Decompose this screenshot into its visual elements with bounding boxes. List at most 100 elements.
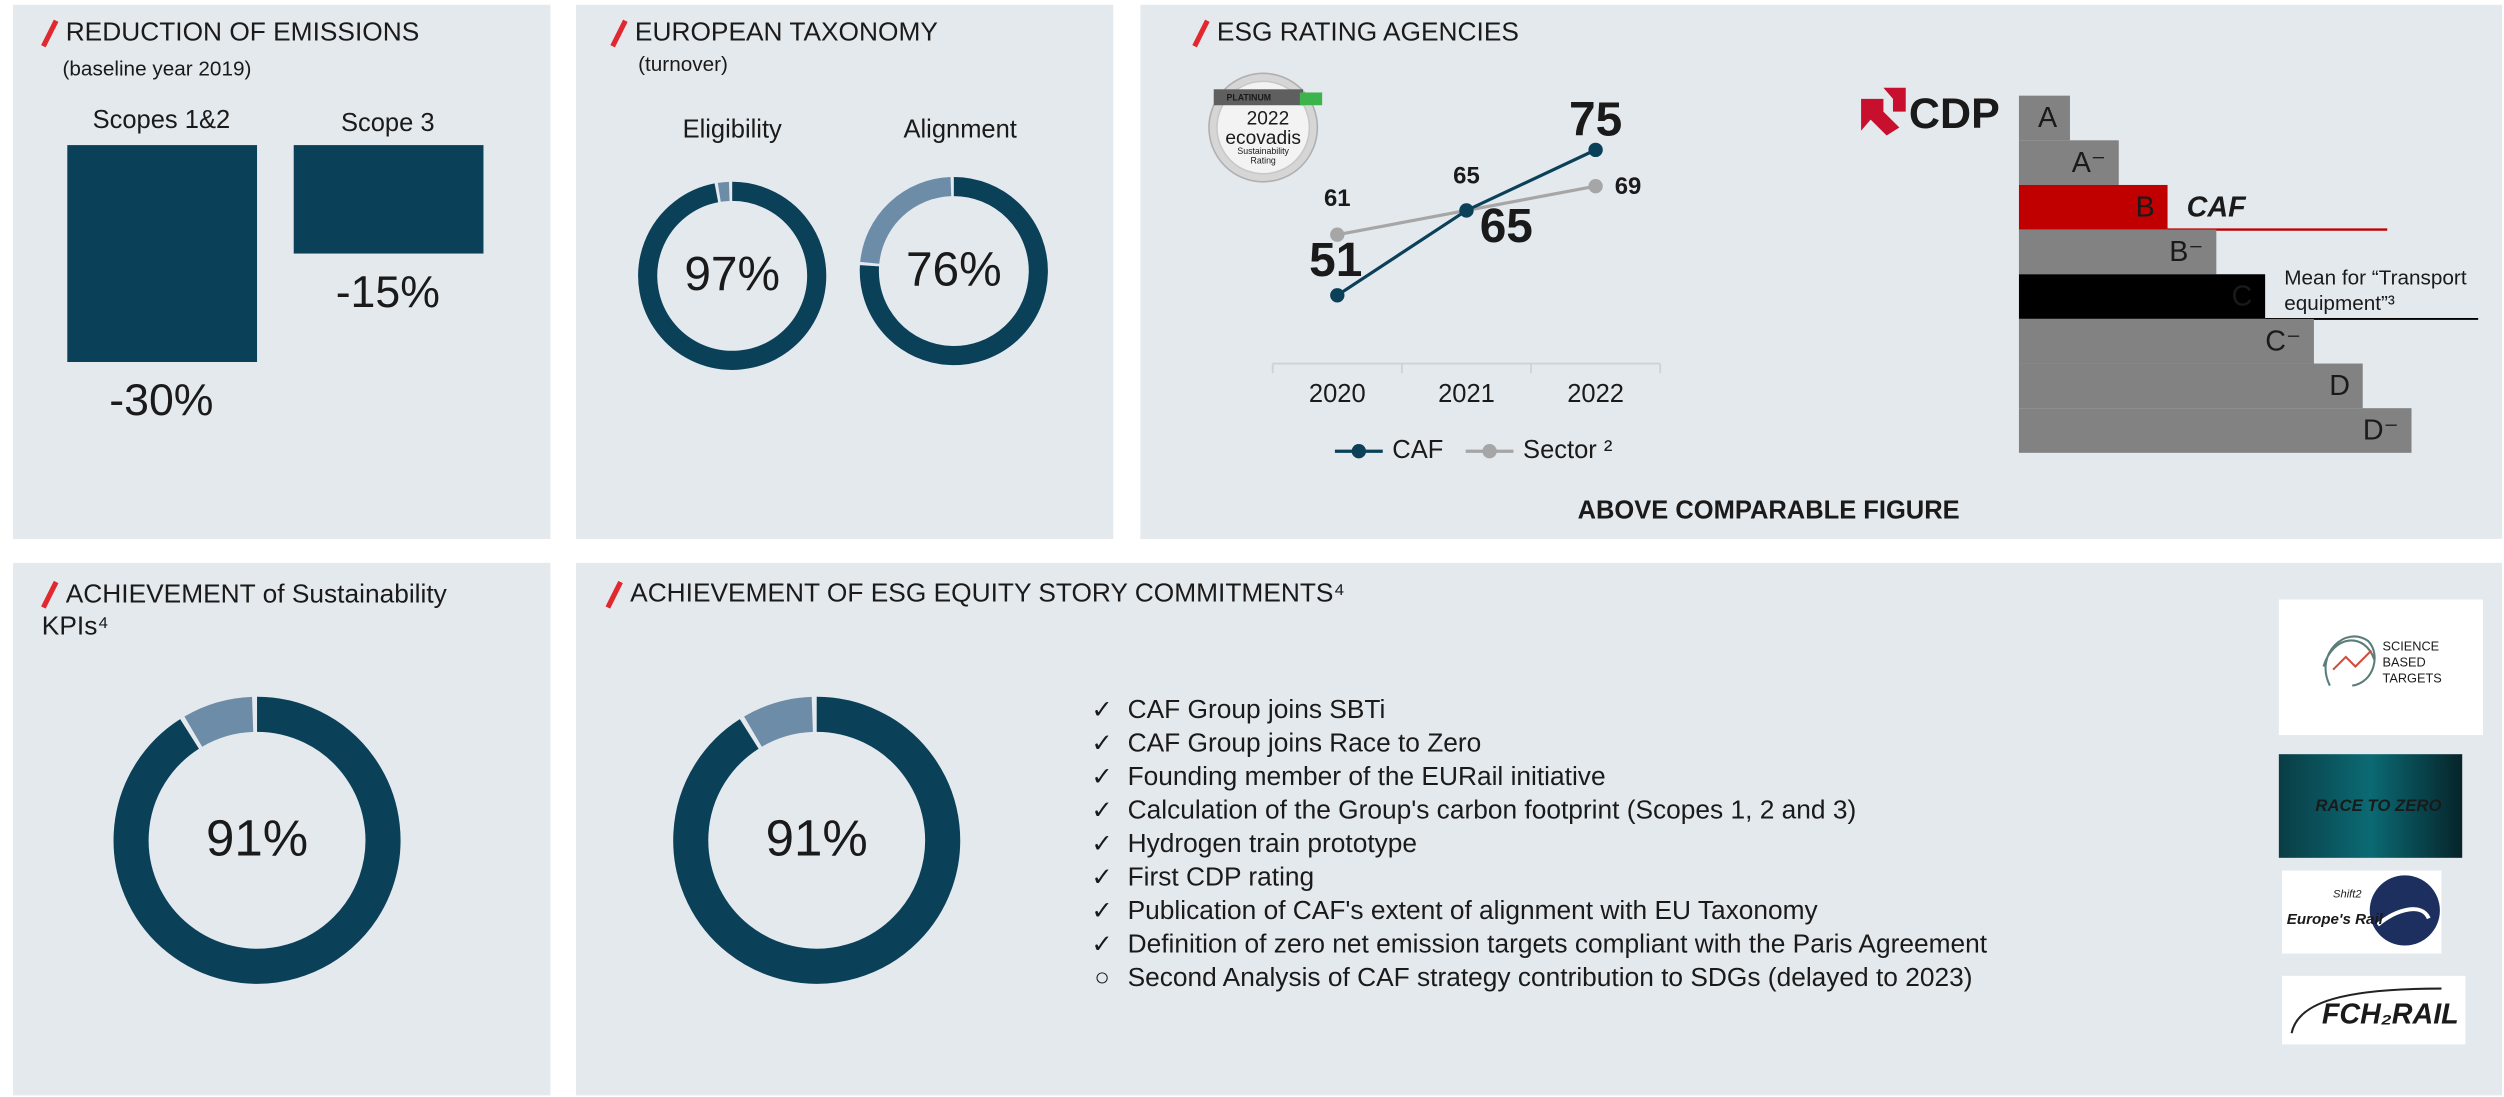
grade-bar xyxy=(2018,408,2412,453)
badge-caption: Rating xyxy=(1251,155,1276,165)
series-point xyxy=(1588,142,1603,158)
panel xyxy=(13,562,551,1096)
grade-bar xyxy=(2018,184,2168,230)
data-label: 75 xyxy=(1569,93,1622,146)
commitment-text: CAF Group joins SBTi xyxy=(1128,694,1386,724)
grade-label: B⁻ xyxy=(2169,236,2203,268)
rail-logo-text: Europe's Rail xyxy=(2287,911,2384,928)
donut-rest xyxy=(744,696,814,748)
commitment-text: CAF Group joins Race to Zero xyxy=(1128,728,1482,758)
panel-title: ACHIEVEMENT of Sustainability KPIs⁴ xyxy=(41,580,447,641)
data-label: 65 xyxy=(1480,200,1533,253)
badge-medal: PLATINUM xyxy=(1227,92,1272,102)
sbt-logo-mark xyxy=(2322,635,2376,687)
legend-marker xyxy=(1351,444,1367,459)
rail-logo-shift: Shift2 xyxy=(2333,888,2362,900)
value-label: -30% xyxy=(109,376,213,425)
donut-value xyxy=(673,696,961,984)
panel-title-box: ACHIEVEMENT of Sustainability KPIs⁴ xyxy=(41,580,447,641)
fch-logo-box xyxy=(2282,975,2466,1045)
donut-rest xyxy=(717,181,730,202)
commitment-text: Publication of CAF's extent of alignment… xyxy=(1128,895,1819,925)
check-mark: ✓ xyxy=(1091,696,1112,724)
legend-label: CAF xyxy=(1392,436,1443,464)
panel xyxy=(575,562,2503,1096)
check-mark: ✓ xyxy=(1091,863,1112,891)
check-mark: ○ xyxy=(1094,964,1109,992)
donut-label: 76% xyxy=(906,243,1002,296)
donut-value xyxy=(638,181,827,370)
sbt-logo-text: SCIENCE xyxy=(2382,639,2439,654)
sbt-logo-text: BASED xyxy=(2382,655,2425,670)
grade-bar xyxy=(2018,229,2217,275)
grade-bar xyxy=(2018,140,2119,185)
data-label: 61 xyxy=(1324,185,1351,212)
donut-rest xyxy=(184,696,254,748)
donut-rest xyxy=(860,177,952,265)
cdp-logo: CDP xyxy=(1909,90,2000,138)
race-logo-text: RACE TO ZERO xyxy=(2315,796,2441,815)
rail-logo-curve xyxy=(2376,907,2431,927)
badge-ribbon xyxy=(1213,89,1304,106)
legend-marker xyxy=(1482,444,1497,459)
donut-label: 91% xyxy=(766,809,868,866)
bar xyxy=(67,145,258,362)
grade-label: D xyxy=(2329,370,2350,402)
title-slash xyxy=(605,580,623,609)
title-slash xyxy=(41,580,59,609)
series-point xyxy=(1330,227,1345,242)
value-label: -15% xyxy=(336,268,440,317)
check-mark: ✓ xyxy=(1091,763,1112,791)
panel xyxy=(575,4,1114,539)
donut-value xyxy=(859,176,1048,366)
panel-title: ESG RATING AGENCIES xyxy=(1217,16,1519,46)
category-label: Scopes 1&2 xyxy=(93,106,231,134)
donut-label: 91% xyxy=(206,809,308,866)
company-logo: CAF xyxy=(2187,191,2247,223)
race-logo-box xyxy=(2278,754,2463,858)
commitment-text: Hydrogen train prototype xyxy=(1128,828,1417,858)
fch-logo-swoosh xyxy=(2290,987,2442,1034)
sbt-logo-mark2 xyxy=(2332,649,2373,671)
data-label: 51 xyxy=(1309,234,1362,287)
series-point xyxy=(1588,179,1603,194)
badge-brand: ecovadis xyxy=(1225,128,1300,149)
grade-label: C xyxy=(2232,281,2253,313)
series-point xyxy=(1330,288,1345,303)
category-label: Eligibility xyxy=(683,115,782,143)
x-tick-label: 2021 xyxy=(1438,380,1495,408)
series-point xyxy=(1459,203,1474,218)
panel-title: REDUCTION OF EMISSIONS xyxy=(66,16,420,46)
grade-label: C⁻ xyxy=(2265,325,2301,357)
footer-note: ABOVE COMPARABLE FIGURE xyxy=(1578,497,1960,525)
bar xyxy=(293,145,484,254)
category-label: Scope 3 xyxy=(341,109,435,137)
title-slash xyxy=(1192,19,1210,48)
title-slash xyxy=(41,19,59,48)
check-mark: ✓ xyxy=(1091,930,1112,958)
donut-value xyxy=(113,696,401,984)
grade-label: A xyxy=(2038,102,2058,134)
grade-label: D⁻ xyxy=(2363,415,2399,447)
data-label: 69 xyxy=(1615,173,1642,200)
mean-label: Mean for “Transport xyxy=(2284,267,2467,290)
x-tick-label: 2020 xyxy=(1309,380,1366,408)
grade-bar xyxy=(2018,318,2314,364)
check-mark: ✓ xyxy=(1091,729,1112,757)
cdp-icon xyxy=(1861,87,1906,136)
data-label: 65 xyxy=(1453,162,1480,189)
legend-label: Sector ² xyxy=(1523,436,1612,464)
category-label: Alignment xyxy=(904,115,1017,143)
panel-title: EUROPEAN TAXONOMY xyxy=(635,16,938,46)
x-tick-label: 2022 xyxy=(1567,380,1624,408)
grade-bar xyxy=(2018,274,2266,319)
mean-label: equipment”³ xyxy=(2284,292,2395,315)
grade-bar xyxy=(2018,95,2070,141)
donut-label: 97% xyxy=(684,248,780,301)
grade-label: A⁻ xyxy=(2072,147,2106,179)
commitment-text: Definition of zero net emission targets … xyxy=(1128,928,1988,958)
badge-caption: Sustainability xyxy=(1237,146,1289,156)
sbt-logo-text: TARGETS xyxy=(2382,671,2441,686)
grade-bar xyxy=(2018,363,2363,409)
